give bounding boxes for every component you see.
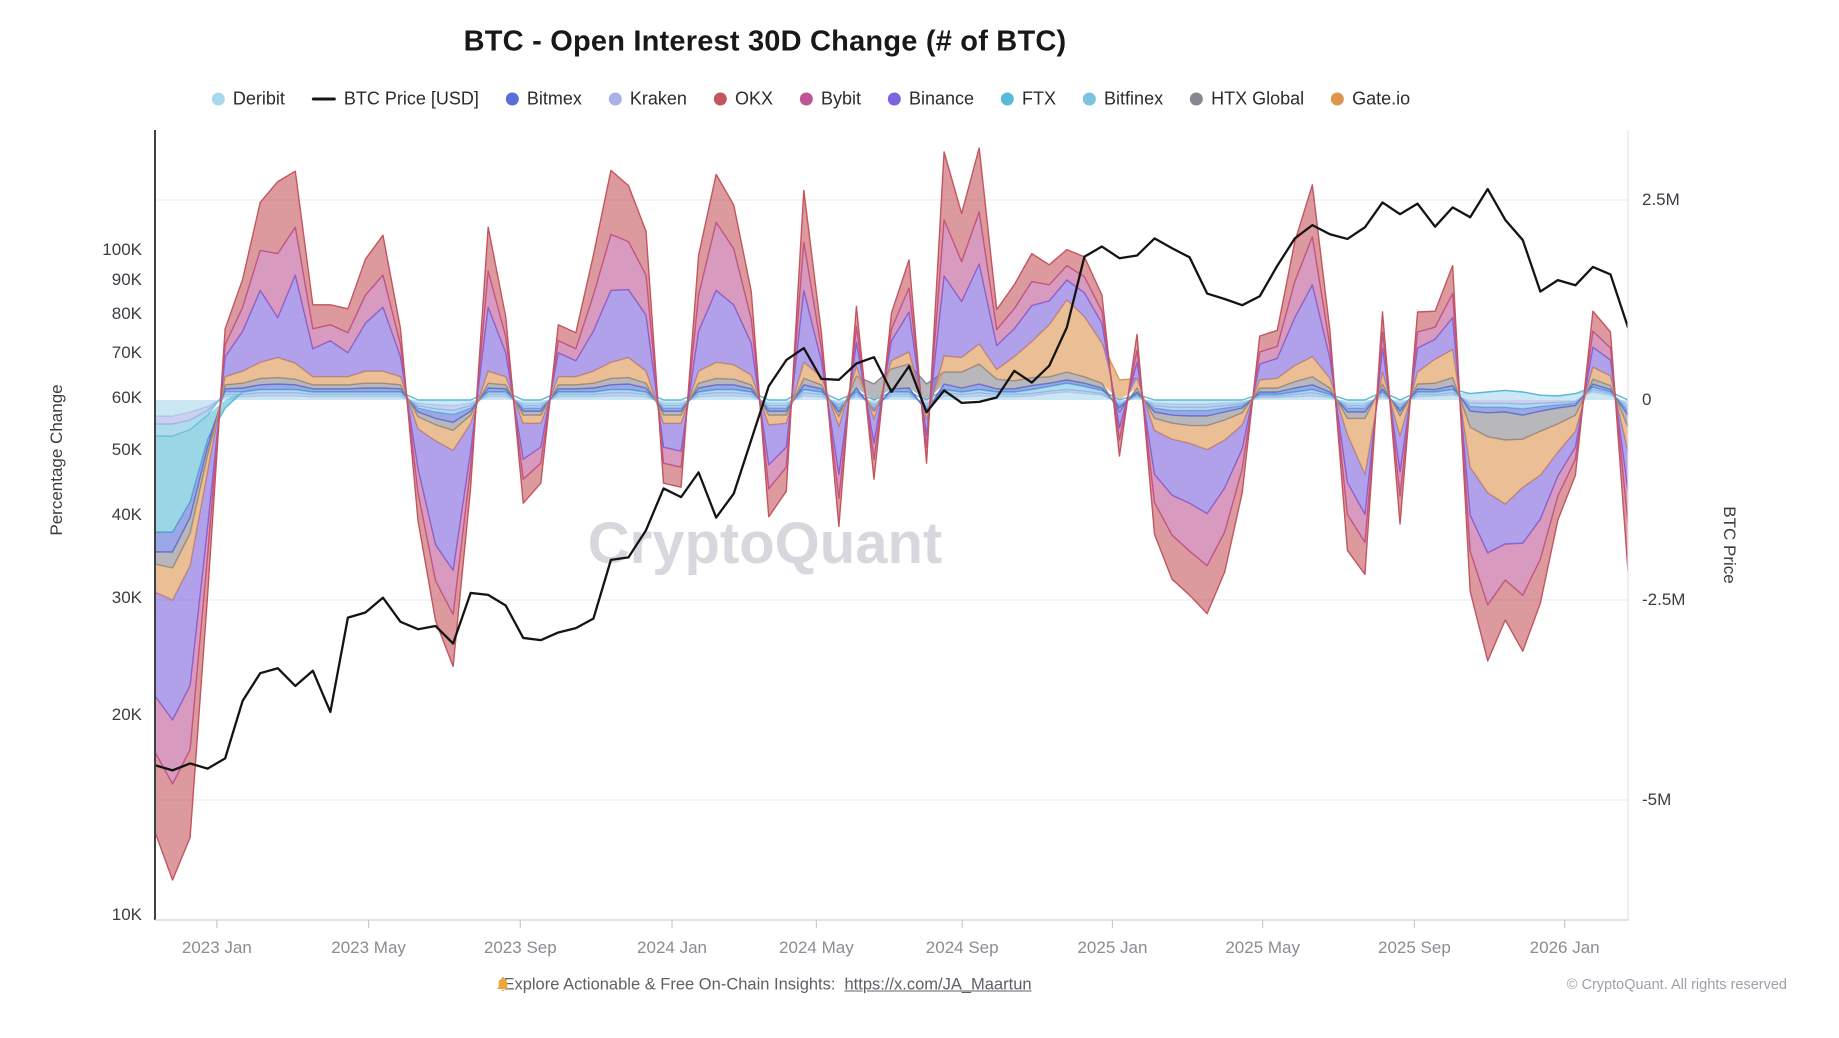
- series-color-dot: [1190, 92, 1204, 106]
- series-color-dot: [1001, 92, 1015, 106]
- left-axis-tick: 100K: [102, 240, 142, 259]
- x-axis-tick: 2024 Sep: [925, 938, 999, 957]
- right-axis-tick: -5M: [1642, 790, 1672, 809]
- series-color-dot: [211, 92, 225, 106]
- series-color-dot: [799, 92, 813, 106]
- left-axis-tick: 50K: [111, 440, 142, 460]
- legend-label: Kraken: [629, 88, 687, 109]
- legend-label: Deribit: [232, 88, 285, 109]
- x-axis-tick: 2025 May: [1225, 938, 1301, 957]
- price-line-swatch: [311, 97, 336, 101]
- right-axis-tick: 2.5M: [1642, 190, 1680, 209]
- left-axis-tick: 20K: [111, 704, 142, 724]
- chart-legend: Deribit BTC Price [USD] Bitmex Kraken OKX Byb…: [211, 88, 1410, 110]
- series-color-dot: [505, 92, 519, 106]
- x-axis-tick: 2023 Sep: [483, 938, 557, 957]
- legend-label: FTX: [1022, 88, 1057, 109]
- legend-label: Bitfinex: [1104, 88, 1164, 109]
- chart-title: BTC - Open Interest 30D Change (# of BTC…: [463, 25, 1067, 58]
- legend-label: Bitmex: [526, 88, 582, 109]
- legend-item-deribit[interactable]: Deribit: [211, 88, 285, 110]
- right-axis-tick: 0: [1642, 390, 1652, 409]
- series-color-dot: [1083, 92, 1097, 106]
- right-axis-title: BTC Price: [1720, 506, 1739, 584]
- series-color-dot: [887, 92, 901, 106]
- x-axis-tick: 2023 May: [331, 938, 406, 957]
- legend-label: Binance: [908, 88, 975, 109]
- x-axis-tick: 2023 Jan: [181, 938, 252, 957]
- footer-text: Explore Actionable & Free On-Chain Insig…: [503, 975, 836, 994]
- legend-item-htx-global[interactable]: HTX Global: [1190, 89, 1304, 110]
- legend-item-gate-io[interactable]: Gate.io: [1331, 89, 1410, 110]
- left-axis-tick: 40K: [111, 504, 142, 524]
- left-axis-tick: 70K: [111, 343, 142, 362]
- series-color-dot: [1331, 92, 1345, 106]
- left-axis-tick: 90K: [111, 270, 142, 290]
- legend-item-bitfinex[interactable]: Bitfinex: [1083, 89, 1163, 110]
- left-axis-tick: 10K: [111, 905, 142, 924]
- left-axis-tick: 60K: [111, 387, 142, 407]
- left-axis-tick: 30K: [111, 587, 142, 607]
- series-color-dot: [713, 92, 727, 106]
- legend-item-btc-price-usd-[interactable]: BTC Price [USD]: [311, 88, 479, 110]
- legend-item-binance[interactable]: Binance: [887, 88, 975, 110]
- x-axis-tick: 2026 Jan: [1529, 938, 1600, 957]
- watermark: CryptoQuant: [588, 511, 942, 576]
- x-axis-tick: 2025 Sep: [1378, 938, 1451, 957]
- footer-link[interactable]: https://x.com/JA_Maartun: [844, 975, 1032, 994]
- right-axis-tick: -2.5M: [1642, 590, 1686, 609]
- series-color-dot: [608, 92, 622, 106]
- legend-item-ftx[interactable]: FTX: [1001, 89, 1056, 110]
- legend-label: Gate.io: [1352, 88, 1411, 109]
- left-axis-tick: 80K: [111, 304, 142, 324]
- legend-label: HTX Global: [1211, 88, 1305, 109]
- legend-label: BTC Price [USD]: [343, 88, 479, 109]
- copyright-note: © CryptoQuant. All rights reserved: [1566, 977, 1787, 993]
- x-axis-tick: 2024 Jan: [637, 938, 707, 957]
- legend-label: OKX: [734, 88, 773, 109]
- legend-item-bybit[interactable]: Bybit: [799, 88, 861, 110]
- footer-promo: Explore Actionable & Free On-Chain Insig…: [494, 975, 1032, 995]
- x-axis-tick: 2025 Jan: [1077, 938, 1148, 957]
- legend-label: Bybit: [820, 88, 861, 109]
- legend-item-bitmex[interactable]: Bitmex: [505, 88, 582, 110]
- legend-item-kraken[interactable]: Kraken: [608, 88, 687, 110]
- x-axis-tick: 2024 May: [779, 938, 854, 957]
- legend-item-okx[interactable]: OKX: [713, 88, 773, 110]
